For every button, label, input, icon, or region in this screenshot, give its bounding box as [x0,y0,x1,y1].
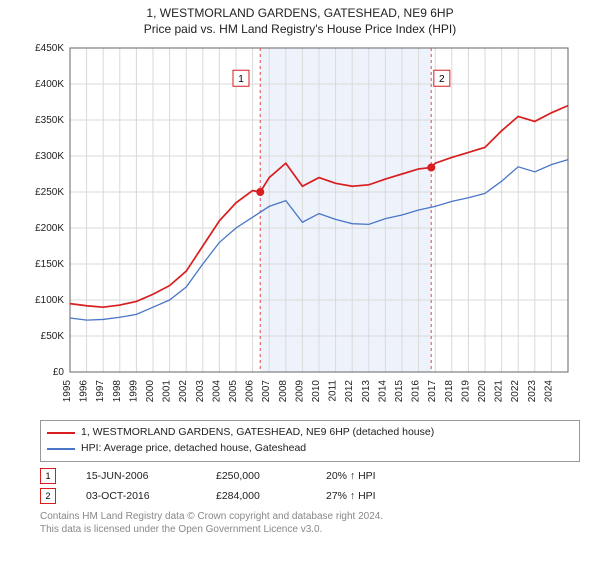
sales-table: 1 15-JUN-2006 £250,000 20% ↑ HPI 2 03-OC… [40,468,580,504]
chart-area: £0 £50K £100K £150K £200K £250K £300K £350K £400… [20,42,580,412]
svg-text:2022: 2022 [510,380,521,403]
sale-date-2: 03-OCT-2016 [86,490,186,502]
footer-attribution: Contains HM Land Registry data © Crown c… [40,510,580,536]
svg-text:£400K: £400K [35,79,64,90]
svg-text:2011: 2011 [328,380,339,402]
svg-text:2013: 2013 [361,380,372,403]
sale-pct-1: 20% ↑ HPI [326,470,416,482]
legend-swatch-hpi [47,448,75,450]
chart-title-line2: Price paid vs. HM Land Registry's House … [0,22,600,36]
svg-text:2020: 2020 [477,380,488,403]
svg-text:£50K: £50K [41,331,65,342]
svg-text:2007: 2007 [261,380,272,403]
svg-text:2002: 2002 [178,380,189,403]
svg-text:2019: 2019 [460,380,471,403]
svg-text:£150K: £150K [35,259,64,270]
svg-text:2003: 2003 [195,380,206,403]
legend-item-property: 1, WESTMORLAND GARDENS, GATESHEAD, NE9 6… [47,425,573,441]
svg-text:£250K: £250K [35,187,64,198]
svg-text:1999: 1999 [128,380,139,403]
svg-text:2016: 2016 [411,380,422,403]
svg-text:1: 1 [238,74,244,85]
svg-text:2010: 2010 [311,380,322,403]
sale-pct-2: 27% ↑ HPI [326,490,416,502]
svg-text:1996: 1996 [79,380,90,403]
legend-item-hpi: HPI: Average price, detached house, Gate… [47,441,573,457]
svg-text:2: 2 [439,74,445,85]
svg-text:£450K: £450K [35,43,64,54]
sale-marker-1: 1 [40,468,56,484]
svg-text:2024: 2024 [543,380,554,403]
legend-label-hpi: HPI: Average price, detached house, Gate… [81,441,306,457]
sale-date-1: 15-JUN-2006 [86,470,186,482]
svg-text:1998: 1998 [112,380,123,403]
svg-text:2012: 2012 [344,380,355,403]
svg-text:2006: 2006 [245,380,256,403]
svg-text:2017: 2017 [427,380,438,403]
svg-text:1997: 1997 [95,380,106,403]
svg-text:2005: 2005 [228,380,239,403]
legend-label-property: 1, WESTMORLAND GARDENS, GATESHEAD, NE9 6… [81,425,434,441]
svg-text:£0: £0 [53,367,65,378]
svg-text:2009: 2009 [294,380,305,403]
svg-text:£300K: £300K [35,151,64,162]
sale-row-2: 2 03-OCT-2016 £284,000 27% ↑ HPI [40,488,580,504]
svg-text:£100K: £100K [35,295,64,306]
footer-line1: Contains HM Land Registry data © Crown c… [40,510,580,523]
footer-line2: This data is licensed under the Open Gov… [40,523,580,536]
svg-text:2000: 2000 [145,380,156,403]
svg-text:2023: 2023 [527,380,538,403]
svg-text:£350K: £350K [35,115,64,126]
sale-price-2: £284,000 [216,490,296,502]
svg-text:2001: 2001 [162,380,173,403]
sale-marker-2: 2 [40,488,56,504]
svg-text:£200K: £200K [35,223,64,234]
svg-text:1995: 1995 [62,380,73,403]
chart-title-line1: 1, WESTMORLAND GARDENS, GATESHEAD, NE9 6… [0,6,600,20]
svg-text:2008: 2008 [278,380,289,403]
legend-swatch-property [47,432,75,434]
svg-text:2014: 2014 [377,380,388,403]
svg-text:2004: 2004 [211,380,222,403]
sale-price-1: £250,000 [216,470,296,482]
svg-text:2015: 2015 [394,380,405,403]
svg-text:2018: 2018 [444,380,455,403]
sale-row-1: 1 15-JUN-2006 £250,000 20% ↑ HPI [40,468,580,484]
line-chart: £0 £50K £100K £150K £200K £250K £300K £350K £400… [20,42,580,412]
svg-text:2021: 2021 [494,380,505,403]
legend: 1, WESTMORLAND GARDENS, GATESHEAD, NE9 6… [40,420,580,462]
